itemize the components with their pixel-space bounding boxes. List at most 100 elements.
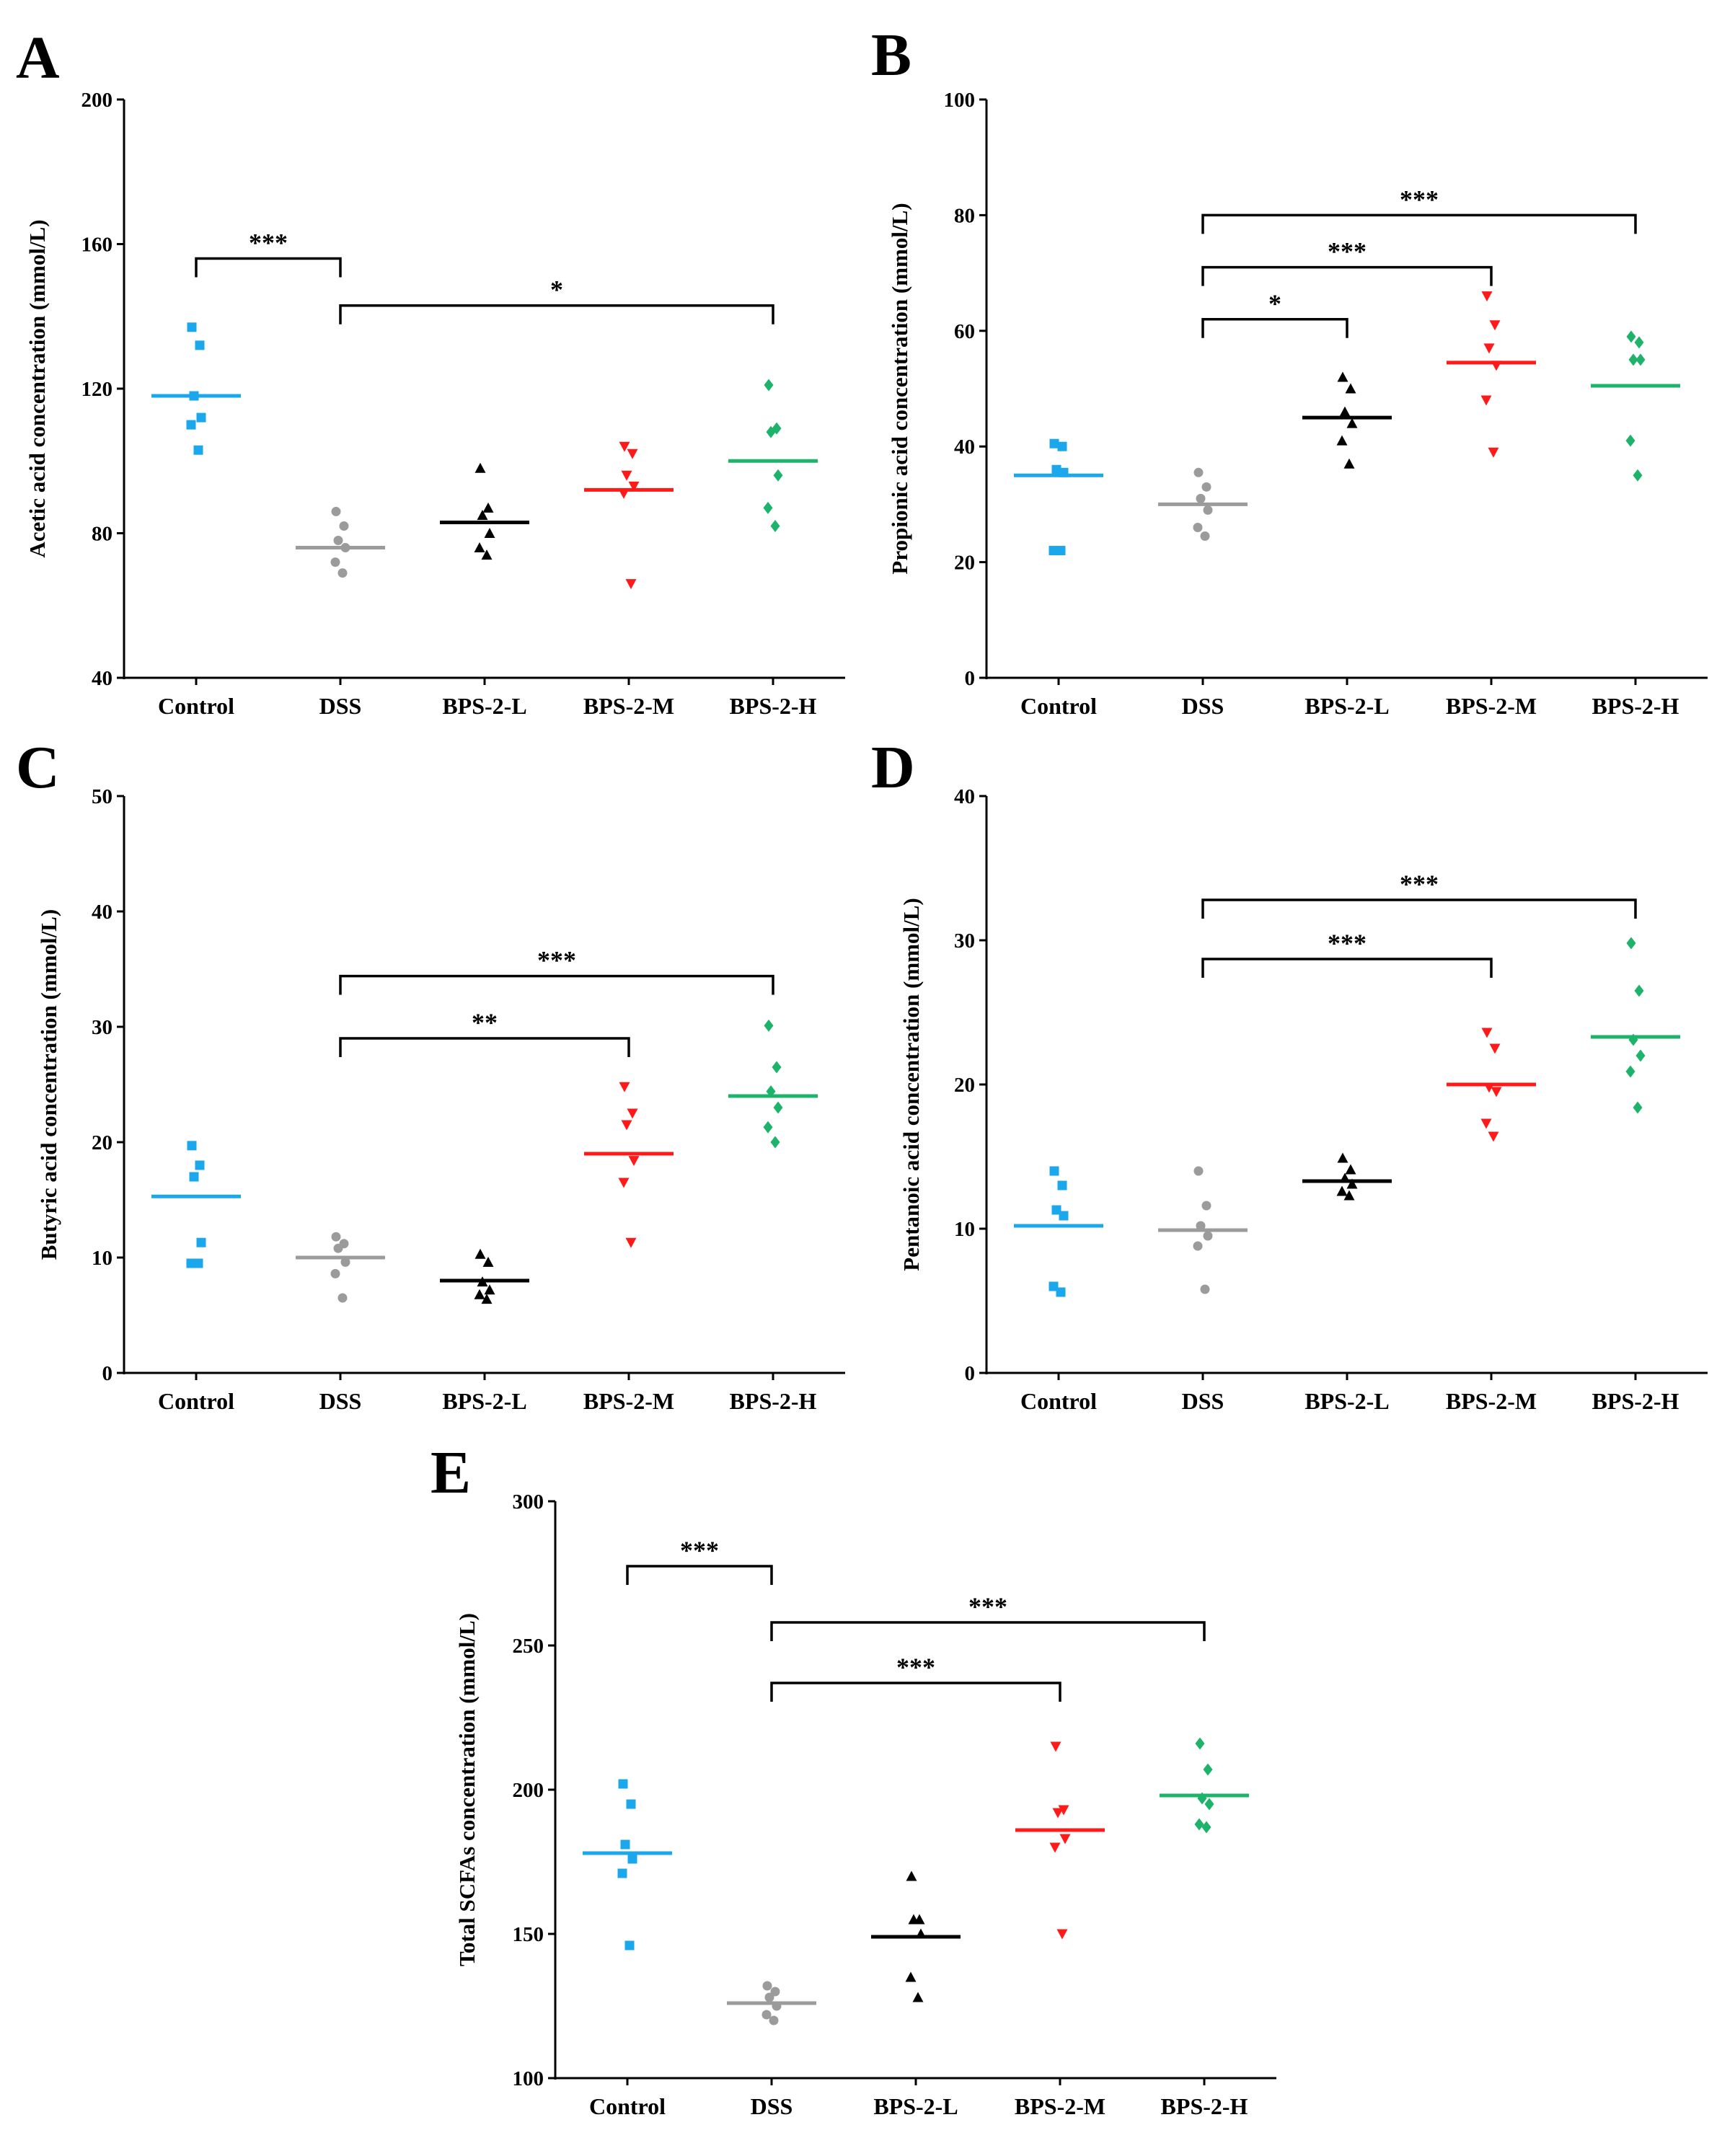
panel-c: C 0 10 20 30 40 50 Butyric acid concentration (… [16,734,845,1414]
data-point-bps-2-h [1625,1065,1635,1078]
data-point-bps-2-l [481,549,493,560]
x-tick-label: Control [158,693,234,719]
data-point-control [1056,546,1066,556]
data-point-dss [330,1268,340,1278]
data-point-dss [1200,1284,1210,1294]
data-point-bps-2-h [1194,1818,1204,1831]
data-point-control [1056,1287,1066,1297]
data-point-bps-2-h [1634,984,1644,997]
data-point-dss [333,1243,343,1253]
y-tick-label: 30 [92,1016,112,1039]
data-point-bps-2-m [1056,1929,1068,1940]
data-point-dss [1201,1201,1211,1211]
data-point-bps-2-h [764,379,774,392]
significance-bracket [339,304,774,324]
data-point-dss [1200,531,1210,542]
x-tick-label: BPS-2-L [1304,693,1389,719]
data-point-control [193,445,203,455]
x-tick-label: BPS-2-M [583,1388,674,1414]
y-tick-label: 30 [954,929,975,953]
x-tick-label: BPS-2-H [1592,1388,1679,1414]
y-tick-label: 100 [513,2067,544,2090]
y-axis-title: Butyric acid concentration (mmol/L) [36,909,61,1260]
data-point-control [1049,438,1059,449]
significance-label: *** [1328,929,1367,958]
data-point-control [1051,464,1061,474]
data-point-bps-2-h [772,1061,782,1074]
panel-letter: E [431,1439,471,1506]
x-tick-label: Control [589,2093,666,2119]
data-point-control [617,1868,627,1878]
data-point-bps-2-l [1346,417,1358,428]
data-point-dss [331,506,341,516]
significance-bracket [339,974,774,995]
data-point-control [196,412,206,423]
data-point-bps-2-l [1336,435,1348,446]
y-axis-title: Pentanoic acid concentration (mmol/L) [899,898,924,1271]
significance-label: *** [1328,237,1367,266]
panel-letter: A [16,25,60,92]
data-point-bps-2-h [1626,937,1636,950]
data-point-control [195,1160,205,1170]
data-point-bps-2-h [773,1101,783,1114]
data-point-dss [761,2010,772,2020]
data-point-bps-2-l [1339,406,1351,417]
data-point-bps-2-m [1481,1028,1493,1038]
significance-bracket [1201,958,1493,978]
y-axis-title: Propionic acid concentration (mmol/L) [887,203,912,574]
data-point-dss [1193,522,1203,532]
data-point-control [1057,1180,1067,1190]
x-tick-label: BPS-2-L [873,2093,958,2119]
data-point-bps-2-l [474,542,485,553]
data-point-bps-2-l [905,1971,917,1982]
y-tick-label: 160 [81,234,113,257]
y-tick-label: 50 [92,785,112,808]
data-point-bps-2-m [628,1156,640,1167]
data-point-bps-2-m [625,1237,637,1248]
x-tick-label: DSS [751,2093,793,2119]
x-tick-label: BPS-2-M [1446,1388,1537,1414]
significance-label: *** [968,1592,1007,1621]
panel-b: B 0 20 40 60 80 100 Propionic acid concentratio… [871,22,1708,719]
significance-label: *** [249,229,288,257]
data-point-bps-2-h [770,519,780,532]
data-point-bps-2-h [1201,1821,1211,1834]
significance-bracket [626,1565,773,1585]
data-point-bps-2-l [481,1294,493,1304]
data-point-bps-2-h [1204,1798,1214,1811]
data-point-bps-2-m [627,1108,638,1119]
data-point-bps-2-m [1489,1043,1501,1054]
data-point-dss [769,2015,779,2025]
panel-e: E 100 150 200 250 300 Total SCFAs concentratio… [431,1439,1276,2119]
data-point-bps-2-m [1480,395,1492,406]
data-point-bps-2-l [482,1256,494,1267]
data-point-bps-2-h [1635,353,1646,366]
x-tick-label: BPS-2-L [1304,1388,1389,1414]
data-point-bps-2-m [1049,1842,1061,1853]
data-point-bps-2-h [1633,1101,1643,1114]
data-point-bps-2-l [484,1284,495,1295]
y-tick-label: 120 [81,378,113,401]
y-tick-label: 40 [954,436,975,459]
y-tick-label: 0 [102,1362,113,1385]
significance-label: *** [896,1653,935,1682]
data-point-dss [770,1987,780,1997]
significance-label: *** [1400,870,1439,898]
data-point-dss [333,536,343,546]
data-point-dss [339,521,349,531]
data-point-control [193,1258,203,1268]
data-point-bps-2-h [764,1019,774,1032]
x-tick-label: BPS-2-H [1161,2093,1248,2119]
data-point-bps-2-l [482,502,494,513]
data-point-bps-2-h [773,469,783,482]
data-point-dss [337,568,348,578]
data-point-bps-2-h [1634,336,1644,349]
data-point-bps-2-h [1635,1049,1646,1062]
data-point-bps-2-m [1483,343,1495,354]
data-point-bps-2-h [1195,1737,1205,1750]
data-point-bps-2-m [621,470,632,481]
x-tick-label: BPS-2-H [730,1388,817,1414]
panel-letter: B [871,22,911,89]
data-point-bps-2-m [1489,320,1501,331]
significance-label: * [1268,289,1281,318]
